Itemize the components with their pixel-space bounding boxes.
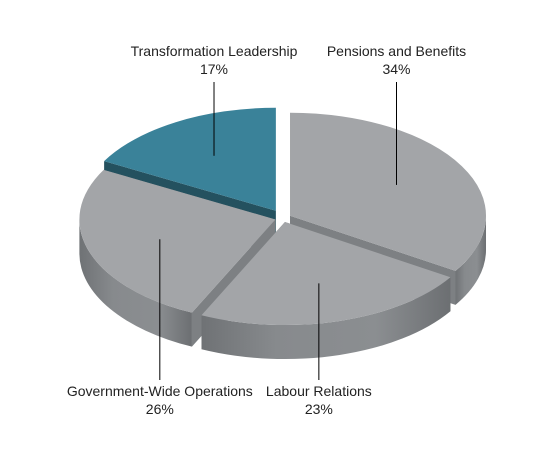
slice-percent-government-wide-operations: 26% bbox=[146, 401, 174, 417]
slice-label-transformation-leadership: Transformation Leadership bbox=[131, 43, 298, 59]
slice-percent-pensions-and-benefits: 34% bbox=[382, 61, 410, 77]
slice-top-pensions-and-benefits bbox=[290, 112, 487, 271]
slice-label-government-wide-operations: Government-Wide Operations bbox=[67, 383, 253, 399]
slice-side-pensions-and-benefits bbox=[455, 215, 487, 305]
slice-top-transformation-leadership bbox=[104, 107, 276, 211]
callout-labour-relations: Labour Relations 23% bbox=[266, 283, 372, 417]
slice-top-government-wide-operations bbox=[79, 169, 276, 313]
pie-slice-labour-relations bbox=[201, 222, 451, 360]
slices-layer bbox=[79, 107, 487, 360]
slice-percent-labour-relations: 23% bbox=[305, 401, 333, 417]
slice-label-labour-relations: Labour Relations bbox=[266, 383, 372, 399]
slice-side-labour-relations bbox=[201, 277, 451, 360]
callout-pensions-and-benefits: Pensions and Benefits 34% bbox=[327, 43, 466, 185]
callout-government-wide-operations: Government-Wide Operations 26% bbox=[67, 239, 253, 417]
callout-transformation-leadership: Transformation Leadership 17% bbox=[131, 43, 298, 156]
slice-top-labour-relations bbox=[201, 222, 451, 326]
slice-label-pensions-and-benefits: Pensions and Benefits bbox=[327, 43, 466, 59]
labels-layer: Pensions and Benefits 34% Labour Relations… bbox=[67, 43, 466, 417]
slice-percent-transformation-leadership: 17% bbox=[200, 61, 228, 77]
slice-side-government-wide-operations bbox=[79, 219, 192, 347]
